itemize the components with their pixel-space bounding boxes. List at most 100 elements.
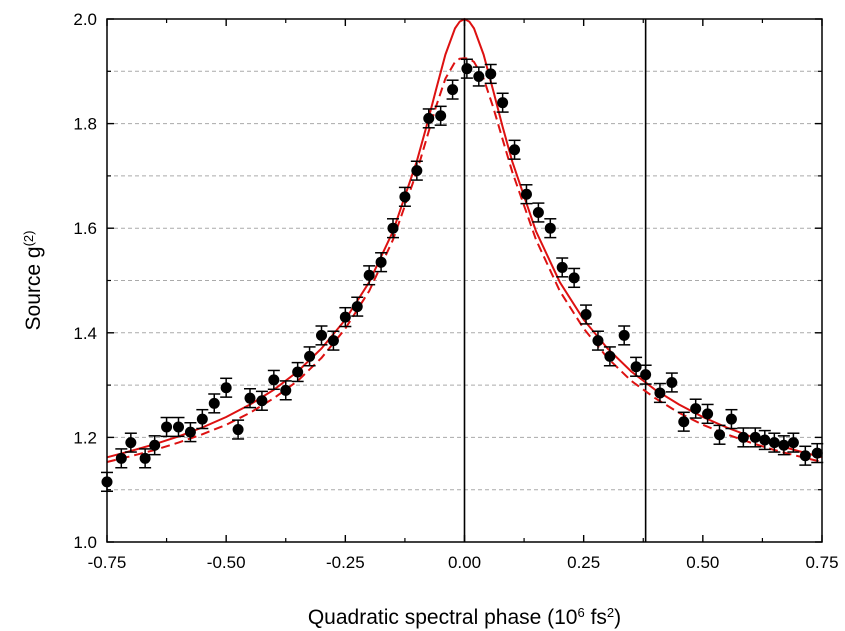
data-marker bbox=[604, 350, 616, 362]
data-point bbox=[184, 422, 197, 443]
x-tick-label: 0.25 bbox=[567, 553, 600, 572]
data-point bbox=[472, 66, 485, 87]
data-point bbox=[434, 105, 447, 126]
data-points bbox=[101, 58, 824, 493]
data-point bbox=[591, 330, 604, 351]
data-point bbox=[768, 432, 781, 453]
data-marker bbox=[280, 384, 292, 396]
data-point bbox=[363, 265, 376, 286]
data-point bbox=[139, 448, 152, 469]
data-marker bbox=[208, 397, 220, 409]
data-marker bbox=[387, 222, 399, 234]
data-marker bbox=[196, 413, 208, 425]
data-marker bbox=[220, 382, 232, 394]
data-marker bbox=[768, 437, 780, 449]
data-marker bbox=[351, 301, 363, 313]
data-point bbox=[387, 218, 399, 239]
data-marker bbox=[268, 374, 280, 386]
data-point bbox=[148, 435, 161, 456]
data-marker bbox=[316, 329, 327, 341]
data-marker bbox=[799, 450, 811, 462]
data-marker bbox=[630, 361, 642, 373]
data-marker bbox=[115, 452, 127, 464]
data-point bbox=[267, 369, 280, 391]
data-marker bbox=[232, 424, 244, 436]
data-marker bbox=[485, 68, 497, 80]
data-marker bbox=[725, 413, 737, 425]
data-point bbox=[446, 79, 459, 100]
x-tick-label: 0.00 bbox=[448, 553, 481, 572]
data-marker bbox=[327, 335, 339, 347]
data-point bbox=[639, 364, 652, 385]
data-point bbox=[665, 372, 678, 393]
data-marker bbox=[640, 369, 652, 381]
y-tick-label: 1.2 bbox=[73, 428, 97, 447]
data-marker bbox=[244, 392, 256, 404]
data-point bbox=[713, 424, 726, 445]
data-marker bbox=[173, 421, 184, 433]
data-marker bbox=[304, 350, 316, 362]
data-marker bbox=[149, 439, 161, 451]
data-marker bbox=[678, 416, 690, 428]
data-point bbox=[410, 160, 423, 181]
data-point bbox=[124, 432, 137, 453]
data-point bbox=[758, 429, 771, 451]
data-marker bbox=[532, 207, 544, 219]
data-point bbox=[315, 325, 328, 346]
data-marker bbox=[447, 84, 459, 96]
data-marker bbox=[509, 144, 521, 156]
data-point bbox=[811, 442, 824, 464]
data-point bbox=[544, 218, 557, 239]
data-point bbox=[701, 403, 714, 425]
data-point bbox=[172, 416, 185, 438]
data-point bbox=[725, 408, 738, 430]
data-marker bbox=[556, 261, 568, 273]
data-marker bbox=[654, 387, 666, 399]
data-point bbox=[677, 411, 690, 432]
data-point bbox=[618, 325, 631, 346]
data-point bbox=[737, 427, 750, 448]
y-tick-label: 2.0 bbox=[73, 10, 97, 29]
data-point bbox=[375, 252, 388, 273]
data-point bbox=[460, 58, 473, 79]
y-tick-label: 1.6 bbox=[73, 219, 97, 238]
data-point bbox=[398, 186, 411, 207]
data-marker bbox=[702, 408, 714, 420]
data-point bbox=[799, 445, 812, 466]
x-tick-label: 0.50 bbox=[686, 553, 719, 572]
data-point bbox=[232, 419, 245, 440]
x-tick-label: -0.75 bbox=[88, 553, 127, 572]
data-point bbox=[520, 184, 533, 205]
data-marker bbox=[544, 222, 556, 234]
data-point bbox=[220, 377, 233, 398]
data-point bbox=[351, 296, 364, 317]
data-point bbox=[496, 92, 509, 113]
data-marker bbox=[473, 71, 485, 83]
data-marker bbox=[737, 431, 749, 443]
data-marker bbox=[618, 329, 630, 341]
x-tick-label: 0.75 bbox=[805, 553, 838, 572]
data-point bbox=[303, 346, 316, 367]
data-marker bbox=[759, 434, 771, 446]
data-point bbox=[580, 304, 593, 325]
data-marker bbox=[714, 429, 726, 441]
data-marker bbox=[339, 311, 351, 323]
data-point bbox=[327, 330, 340, 351]
data-marker bbox=[411, 165, 423, 177]
data-point bbox=[508, 139, 521, 160]
data-point bbox=[603, 346, 616, 367]
data-point bbox=[208, 393, 221, 414]
y-axis-label: Source g(2) bbox=[21, 231, 46, 331]
data-marker bbox=[811, 447, 823, 459]
data-marker bbox=[749, 431, 761, 443]
data-marker bbox=[778, 439, 790, 451]
data-marker bbox=[399, 191, 411, 203]
data-marker bbox=[497, 97, 509, 109]
data-point bbox=[196, 408, 209, 430]
data-marker bbox=[787, 437, 799, 449]
data-marker bbox=[125, 437, 137, 449]
data-marker bbox=[461, 63, 473, 75]
axis-ticks: -0.75 -0.50 -0.25 0.00 0.25 0.50 0.75 1.0 1.2 1.4… bbox=[73, 10, 838, 572]
data-marker bbox=[592, 335, 604, 347]
data-point bbox=[255, 390, 268, 411]
